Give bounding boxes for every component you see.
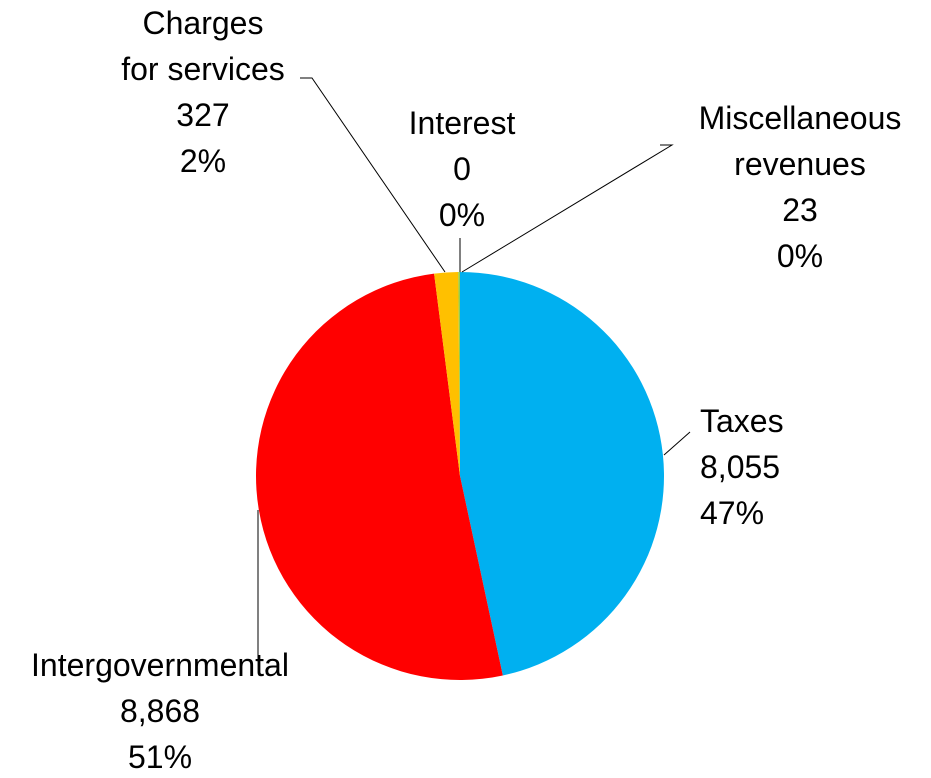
category-label: Intergovernmental <box>31 647 289 683</box>
leader-line <box>300 77 446 273</box>
percent-label: 0% <box>438 197 486 233</box>
category-label: Charges for services <box>121 5 285 87</box>
value-label: 8,868 <box>119 693 201 729</box>
pie-slice <box>434 272 460 476</box>
category-label: Interest <box>408 105 516 141</box>
pie-slice <box>458 272 460 476</box>
data-label: Miscellaneous revenues 23 0% <box>675 95 925 279</box>
value-label: 327 <box>176 97 230 133</box>
leader-line <box>461 144 674 273</box>
percent-label: 51% <box>127 739 193 775</box>
category-label: Taxes <box>700 403 784 439</box>
value-label: 8,055 <box>700 449 781 485</box>
data-label: Intergovernmental 8,868 51% <box>0 642 320 778</box>
percent-label: 2% <box>179 143 227 179</box>
data-label: Charges for services 327 2% <box>100 0 306 184</box>
value-label: 0 <box>453 151 471 187</box>
pie-slice <box>460 272 665 676</box>
leader-line <box>663 431 691 456</box>
category-label: Miscellaneous revenues <box>698 100 902 182</box>
pie-slice <box>256 273 503 680</box>
percent-label: 0% <box>776 238 824 274</box>
value-label: 23 <box>782 192 818 228</box>
data-label: Taxes 8,055 47% <box>700 398 900 536</box>
data-label: Interest 0 0% <box>392 100 532 238</box>
percent-label: 47% <box>700 495 765 531</box>
